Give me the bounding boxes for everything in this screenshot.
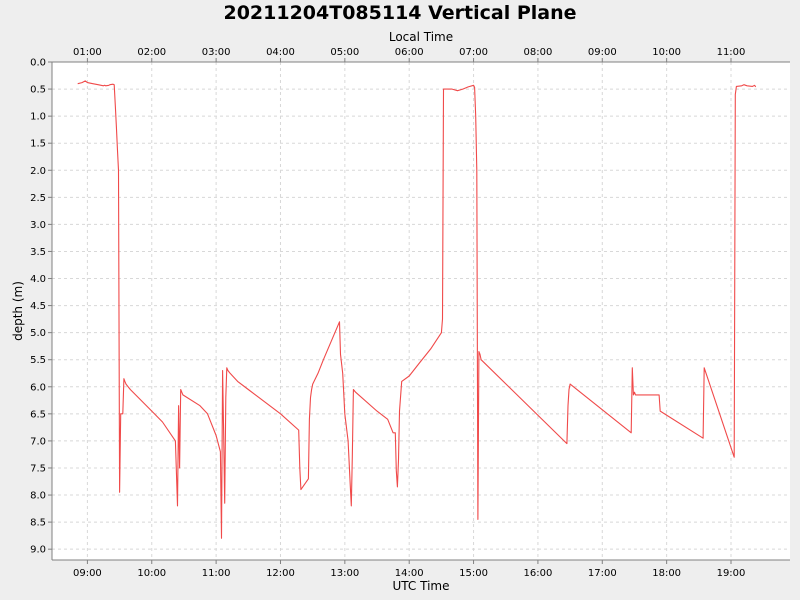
- axes: [48, 58, 790, 564]
- y-tick-label: 5.0: [30, 328, 46, 339]
- y-tick-label: 7.5: [30, 463, 46, 474]
- y-tick-label: 4.5: [30, 301, 46, 312]
- y-tick-label: 2.5: [30, 193, 46, 204]
- x-tick-label: 15:00: [459, 568, 488, 579]
- y-tick-label: 6.0: [30, 382, 46, 393]
- x-tick-label: 10:00: [137, 568, 166, 579]
- grid: [52, 61, 790, 560]
- top-x-axis-label: Local Time: [389, 30, 453, 44]
- x-tick-label: 16:00: [524, 568, 553, 579]
- y-tick-label: 1.5: [30, 139, 46, 150]
- top-x-tick-label: 05:00: [330, 47, 359, 58]
- top-x-tick-label: 11:00: [717, 47, 746, 58]
- series-layer: [77, 80, 757, 539]
- chart-title: 20211204T085114 Vertical Plane: [223, 2, 576, 24]
- x-tick-label: 17:00: [588, 568, 617, 579]
- x-tick-label: 18:00: [652, 568, 681, 579]
- y-tick-label: 8.0: [30, 491, 46, 502]
- y-tick-label: 2.0: [30, 166, 46, 177]
- y-tick-label: 0.0: [30, 58, 46, 69]
- y-tick-label: 6.5: [30, 409, 46, 420]
- top-x-tick-label: 01:00: [73, 47, 102, 58]
- top-x-tick-label: 07:00: [459, 47, 488, 58]
- plot-area: [52, 62, 790, 560]
- y-tick-label: 8.5: [30, 518, 46, 529]
- y-tick-label: 1.0: [30, 112, 46, 123]
- x-tick-label: 11:00: [202, 568, 231, 579]
- top-x-tick-label: 06:00: [395, 47, 424, 58]
- y-tick-label: 4.0: [30, 274, 46, 285]
- x-tick-label: 09:00: [73, 568, 102, 579]
- top-x-tick-label: 10:00: [652, 47, 681, 58]
- x-tick-label: 12:00: [266, 568, 295, 579]
- y-tick-label: 7.0: [30, 436, 46, 447]
- tick-labels: 0.0 0.5 1.0 1.5 2.0 2.5 3.0 3.5 4.0 4.5 5.0 5.5 6.0 6…: [30, 47, 745, 579]
- top-x-tick-label: 04:00: [266, 47, 295, 58]
- y-tick-label: 3.0: [30, 220, 46, 231]
- y-tick-label: 9.0: [30, 545, 46, 556]
- x-tick-label: 14:00: [395, 568, 424, 579]
- top-x-tick-label: 08:00: [524, 47, 553, 58]
- top-x-tick-label: 02:00: [137, 47, 166, 58]
- x-tick-label: 19:00: [717, 568, 746, 579]
- top-x-tick-label: 03:00: [202, 47, 231, 58]
- x-tick-label: 13:00: [330, 568, 359, 579]
- depth-series-line: [77, 80, 757, 539]
- y-tick-label: 0.5: [30, 85, 46, 96]
- y-axis-label: depth (m): [11, 281, 25, 341]
- y-tick-label: 3.5: [30, 247, 46, 258]
- y-tick-label: 5.5: [30, 355, 46, 366]
- x-axis-label: UTC Time: [393, 579, 450, 593]
- top-x-tick-label: 09:00: [588, 47, 617, 58]
